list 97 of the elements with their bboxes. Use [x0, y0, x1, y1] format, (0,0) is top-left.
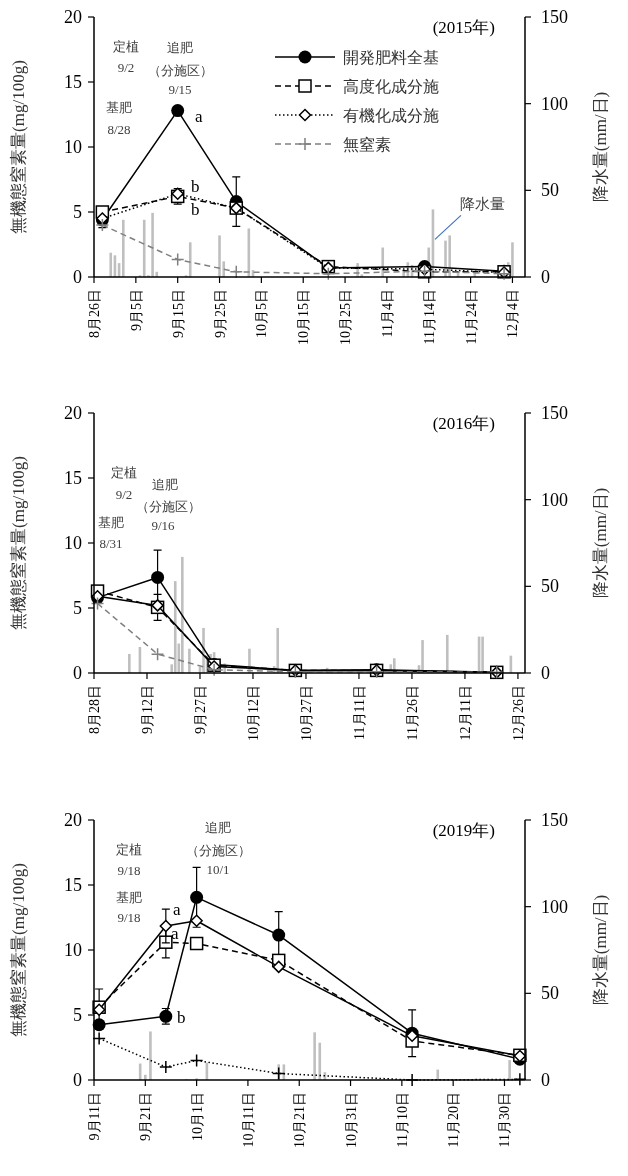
y-axis-title: 無機態窒素量(mg/100g)	[9, 456, 28, 630]
y2-tick-label: 50	[541, 983, 559, 1004]
y-tick-label: 20	[64, 7, 82, 27]
x-tick-label: 12月11日	[457, 685, 473, 741]
annotation: 基肥	[116, 889, 142, 905]
x-tick-label: 9月25日	[212, 289, 228, 338]
annotation: 9/16	[151, 517, 176, 533]
y2-tick-label: 100	[541, 489, 568, 510]
annotation: 9/2	[115, 486, 133, 502]
x-tick-label: 10月25日	[338, 289, 354, 345]
legend-label: 無窒素	[343, 136, 391, 153]
y-tick-label: 5	[73, 598, 82, 618]
y-tick-label: 10	[64, 137, 82, 157]
x-tick-label: 11月4日	[379, 289, 395, 338]
y2-tick-label: 50	[541, 576, 559, 597]
legend-label: 有機化成分施	[343, 107, 439, 124]
y2-tick-label: 0	[541, 267, 550, 287]
annotation: （分施区）	[135, 498, 201, 514]
y-tick-label: 10	[64, 533, 82, 553]
y2-tick-label: 0	[541, 1070, 550, 1090]
y-axis-title: 無機態窒素量(mg/100g)	[9, 60, 28, 234]
annotation: b	[191, 176, 200, 196]
y2-tick-label: 100	[541, 896, 568, 917]
x-tick-label: 10月12日	[245, 685, 261, 741]
annotation: 9/2	[117, 59, 135, 75]
y2-tick-label: 0	[541, 663, 550, 683]
annotation: 9/18	[117, 862, 141, 878]
x-tick-label: 8月26日	[87, 289, 102, 338]
annotation: b	[177, 1007, 186, 1027]
annotation: 基肥	[106, 99, 132, 115]
y-tick-label: 15	[64, 875, 82, 895]
x-tick-label: 10月11日	[240, 1092, 256, 1148]
x-tick-label: 10月21日	[292, 1092, 308, 1148]
y-tick-label: 5	[73, 202, 82, 222]
x-tick-label: 10月5日	[254, 289, 270, 338]
series-label: 降水量	[460, 196, 506, 213]
y2-tick-label: 150	[541, 403, 568, 423]
y2-axis-title: 降水量(mm/日)	[591, 91, 610, 203]
x-tick-label: 10月27日	[298, 685, 314, 741]
annotation: 基肥	[98, 514, 124, 530]
legend-label: 開発肥料全基	[343, 49, 439, 66]
x-tick-label: 9月11日	[87, 1092, 102, 1141]
annotation: （分施区）	[185, 842, 251, 858]
annotation: 8/28	[107, 121, 131, 137]
x-tick-label: 11月30日	[497, 1092, 513, 1148]
y2-axis-title: 降水量(mm/日)	[591, 487, 610, 599]
annotation: 定植	[113, 38, 139, 54]
chart-title: (2019年)	[432, 821, 495, 840]
annotation: a	[171, 923, 179, 943]
annotation: 9/15	[168, 81, 192, 97]
y2-tick-label: 100	[541, 93, 568, 114]
y-tick-label: 0	[73, 267, 82, 287]
x-tick-label: 8月28日	[87, 685, 102, 734]
annotation: 追肥	[167, 39, 193, 55]
annotation: b	[191, 199, 200, 219]
x-tick-label: 11月14日	[421, 289, 437, 345]
y-axis-title: 無機態窒素量(mg/100g)	[9, 863, 28, 1037]
legend-label: 高度化成分施	[343, 78, 439, 95]
x-tick-label: 9月27日	[192, 685, 208, 734]
chart-title: (2015年)	[432, 18, 495, 37]
x-tick-label: 9月21日	[138, 1092, 154, 1141]
annotation: 8/31	[99, 535, 123, 551]
chart-title: (2016年)	[432, 414, 495, 433]
y-tick-label: 10	[64, 940, 82, 960]
x-tick-label: 10月31日	[343, 1092, 359, 1148]
y-tick-label: 0	[73, 663, 82, 683]
y-tick-label: 20	[64, 810, 82, 830]
x-tick-label: 11月26日	[404, 685, 420, 741]
y2-tick-label: 150	[541, 810, 568, 830]
x-tick-label: 12月26日	[510, 685, 526, 741]
x-tick-label: 11月11日	[351, 685, 367, 740]
x-tick-label: 9月5日	[128, 289, 144, 331]
annotation: a	[195, 106, 203, 126]
y-tick-label: 15	[64, 468, 82, 488]
annotation: 10/1	[206, 861, 230, 877]
x-tick-label: 11月10日	[394, 1092, 410, 1148]
x-tick-label: 11月24日	[463, 289, 479, 345]
y2-tick-label: 150	[541, 7, 568, 27]
x-tick-label: 9月15日	[170, 289, 186, 338]
y-tick-label: 5	[73, 1005, 82, 1025]
annotation: 定植	[111, 464, 137, 480]
x-tick-label: 10月1日	[189, 1092, 205, 1141]
annotation: 追肥	[152, 476, 178, 492]
annotation: 定植	[116, 841, 142, 857]
y2-tick-label: 50	[541, 180, 559, 201]
annotation: 9/18	[117, 909, 141, 925]
x-tick-label: 10月15日	[296, 289, 312, 345]
x-tick-label: 12月4日	[505, 289, 521, 338]
annotation: 追肥	[205, 819, 231, 835]
annotation: （分施区）	[147, 62, 213, 78]
annotation: a	[173, 899, 181, 919]
y2-axis-title: 降水量(mm/日)	[591, 894, 610, 1006]
y-tick-label: 15	[64, 72, 82, 92]
x-tick-label: 9月12日	[139, 685, 155, 734]
y-tick-label: 20	[64, 403, 82, 423]
x-tick-label: 11月20日	[446, 1092, 462, 1148]
y-tick-label: 0	[73, 1070, 82, 1090]
